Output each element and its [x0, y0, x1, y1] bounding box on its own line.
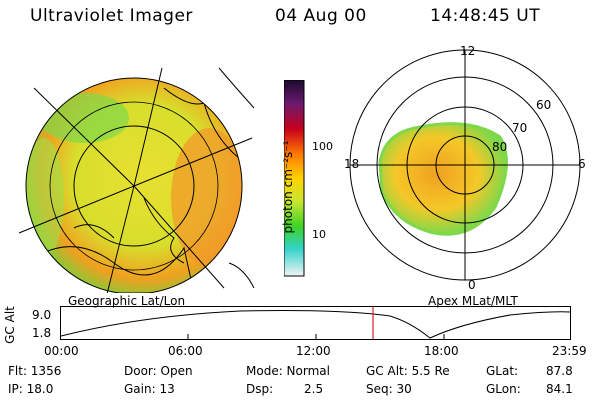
time-tick-1200: 12:00: [296, 344, 331, 358]
gc-altitude: GC Alt: 5.5 Re: [366, 364, 450, 378]
mlat-70-label: 70: [512, 121, 528, 135]
mlt-12-label: 12: [460, 44, 476, 58]
time-tick-0000: 00:00: [44, 344, 79, 358]
sequence-number: Seq: 30: [366, 382, 412, 396]
instrument-title: Ultraviolet Imager: [30, 6, 193, 26]
glat-label: GLat:: [486, 364, 519, 378]
gain-value: Gain: 13: [124, 382, 175, 396]
mlt-0-label: 0: [468, 278, 476, 292]
flight-number: Flt: 1356: [8, 364, 62, 378]
geographic-auroral-image: [18, 67, 255, 293]
door-status: Door: Open: [124, 364, 193, 378]
dsp-label: Dsp:: [246, 382, 274, 396]
time-label: 14:48:45 UT: [430, 6, 541, 26]
altitude-tick-top: 9.0: [32, 308, 52, 322]
glon-label: GLon:: [486, 382, 521, 396]
altitude-tick-bottom: 1.8: [32, 326, 52, 340]
ip-value: IP: 18.0: [8, 382, 54, 396]
altitude-axis-label: GC Alt: [3, 306, 17, 344]
colorbar-tick-100: 100: [312, 140, 333, 153]
polar-caption: Apex MLat/MLT: [428, 294, 518, 308]
glon-value: 84.1: [546, 382, 573, 396]
colorbar-tick-10: 10: [312, 228, 326, 241]
color-scale-bar: [284, 80, 305, 277]
time-tick-0600: 06:00: [168, 344, 203, 358]
altitude-timeline-plot: [60, 306, 571, 340]
glat-value: 87.8: [546, 364, 573, 378]
geographic-caption: Geographic Lat/Lon: [68, 294, 186, 308]
time-tick-2359: 23:59: [552, 344, 587, 358]
time-tick-1800: 18:00: [424, 344, 459, 358]
mlat-80-label: 80: [492, 140, 508, 154]
mlt-18-label: 18: [344, 157, 360, 171]
date-label: 04 Aug 00: [275, 6, 367, 26]
dsp-value: 2.5: [304, 382, 324, 396]
mlat-60-label: 60: [536, 98, 552, 112]
mlt-6-label: 6: [578, 157, 586, 171]
polar-mlat-mlt-plot: [349, 49, 581, 281]
colorbar-unit-label: photon cm⁻²s⁻¹: [281, 140, 295, 234]
mode-status: Mode: Normal: [246, 364, 330, 378]
